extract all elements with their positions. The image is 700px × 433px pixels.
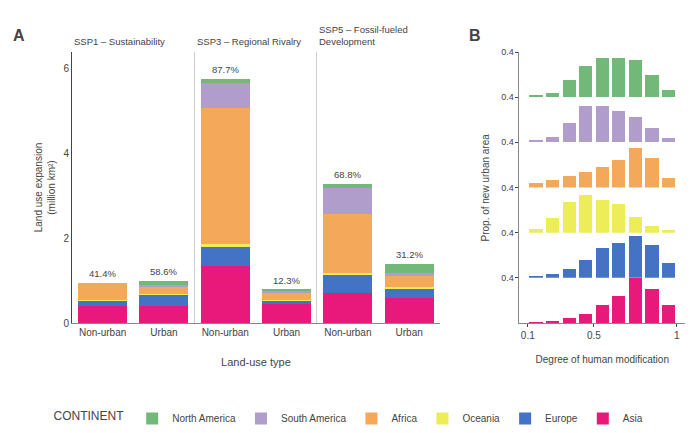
svg-text:31.2%: 31.2% xyxy=(396,249,423,260)
svg-text:SSP3 – Regional Rivalry: SSP3 – Regional Rivalry xyxy=(197,36,301,47)
svg-text:Land use expansion(million km²: Land use expansion(million km²) xyxy=(33,143,57,233)
svg-text:Non-urban: Non-urban xyxy=(79,327,126,338)
svg-text:CONTINENT: CONTINENT xyxy=(54,409,125,423)
svg-text:6: 6 xyxy=(63,63,69,74)
svg-text:0.4: 0.4 xyxy=(501,137,514,147)
svg-text:0.4: 0.4 xyxy=(501,47,514,57)
svg-text:0.4: 0.4 xyxy=(501,228,514,238)
svg-text:1: 1 xyxy=(674,330,680,341)
svg-text:58.6%: 58.6% xyxy=(150,266,177,277)
svg-text:0.4: 0.4 xyxy=(501,183,514,193)
svg-text:Non-urban: Non-urban xyxy=(324,327,371,338)
svg-text:Oceania: Oceania xyxy=(462,413,500,424)
svg-text:Africa: Africa xyxy=(391,413,417,424)
svg-text:68.8%: 68.8% xyxy=(334,169,361,180)
svg-text:4: 4 xyxy=(63,148,69,159)
svg-text:0.4: 0.4 xyxy=(501,92,514,102)
svg-text:South America: South America xyxy=(281,413,346,424)
svg-text:Asia: Asia xyxy=(623,413,643,424)
svg-text:Urban: Urban xyxy=(396,327,423,338)
svg-text:North America: North America xyxy=(172,413,236,424)
svg-text:Urban: Urban xyxy=(150,327,177,338)
svg-text:2: 2 xyxy=(63,233,69,244)
svg-text:0: 0 xyxy=(63,318,69,329)
svg-text:Degree of human modification: Degree of human modification xyxy=(536,354,669,365)
svg-text:12.3%: 12.3% xyxy=(273,275,300,286)
svg-text:Land-use type: Land-use type xyxy=(221,356,291,368)
svg-text:0.4: 0.4 xyxy=(501,273,514,283)
svg-text:A: A xyxy=(13,27,25,44)
svg-text:Prop. of new urban area: Prop. of new urban area xyxy=(480,134,491,242)
svg-text:SSP1 – Sustainability: SSP1 – Sustainability xyxy=(74,36,165,47)
svg-text:Non-urban: Non-urban xyxy=(202,327,249,338)
svg-text:SSP5 – Fossil-fueledDevelopmen: SSP5 – Fossil-fueledDevelopment xyxy=(319,24,408,47)
svg-text:87.7%: 87.7% xyxy=(212,64,239,75)
svg-text:0.5: 0.5 xyxy=(587,330,601,341)
svg-text:B: B xyxy=(469,27,481,44)
svg-text:Urban: Urban xyxy=(273,327,300,338)
svg-text:0.1: 0.1 xyxy=(521,330,535,341)
svg-text:Europe: Europe xyxy=(545,413,578,424)
svg-text:41.4%: 41.4% xyxy=(89,268,116,279)
